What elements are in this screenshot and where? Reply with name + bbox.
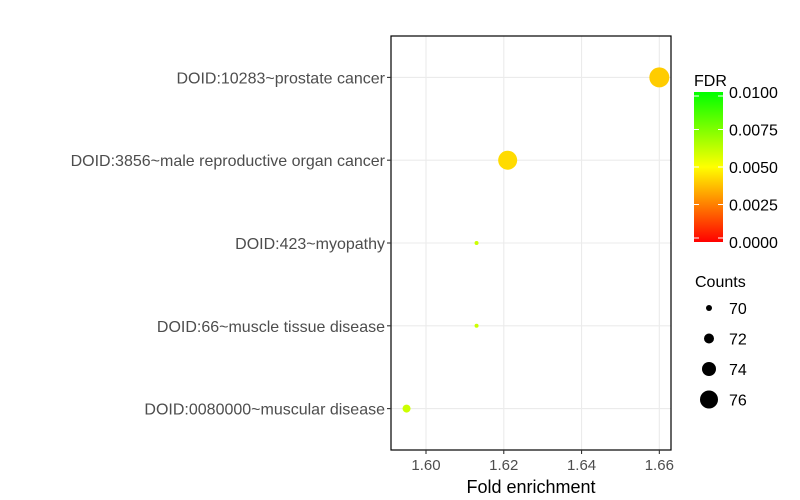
counts-legend-title: Counts bbox=[695, 274, 746, 291]
counts-legend-label: 76 bbox=[729, 393, 747, 410]
fdr-legend-label: 0.0025 bbox=[729, 198, 778, 215]
counts-legend-dot bbox=[700, 390, 718, 409]
counts-legend-label: 74 bbox=[729, 362, 747, 379]
fdr-legend-title: FDR bbox=[694, 73, 727, 90]
counts-legend-label: 72 bbox=[729, 332, 747, 349]
data-point bbox=[649, 67, 670, 88]
fdr-legend-label: 0.0075 bbox=[729, 123, 778, 140]
fdr-legend-label: 0.0000 bbox=[729, 235, 778, 252]
counts-legend-dot bbox=[704, 333, 714, 344]
x-tick-label: 1.64 bbox=[567, 457, 596, 474]
counts-legend-items: 70 72 74 76 bbox=[700, 301, 747, 410]
y-category-label: DOID:3856~male reproductive organ cancer bbox=[71, 153, 386, 170]
x-axis-ticks: 1.60 1.62 1.64 1.66 bbox=[411, 450, 674, 474]
x-tick-label: 1.62 bbox=[489, 457, 518, 474]
data-point bbox=[474, 241, 479, 245]
y-category-label: DOID:10283~prostate cancer bbox=[176, 70, 385, 87]
x-axis-title: Fold enrichment bbox=[466, 477, 595, 497]
counts-legend-dot bbox=[706, 305, 712, 311]
x-tick-label: 1.66 bbox=[645, 457, 674, 474]
fdr-legend-label: 0.0050 bbox=[729, 160, 778, 177]
counts-legend-label: 70 bbox=[729, 301, 747, 318]
grid-lines bbox=[391, 36, 671, 450]
data-point bbox=[498, 150, 518, 170]
y-category-label: DOID:66~muscle tissue disease bbox=[157, 319, 385, 336]
data-point bbox=[402, 404, 411, 413]
data-points bbox=[402, 67, 670, 413]
y-axis-labels: DOID:10283~prostate cancer DOID:3856~male… bbox=[71, 70, 391, 419]
y-category-label: DOID:0080000~muscular disease bbox=[144, 402, 385, 419]
counts-legend-dot bbox=[702, 362, 716, 376]
y-category-label: DOID:423~myopathy bbox=[235, 236, 385, 253]
fdr-legend-label: 0.0100 bbox=[729, 85, 778, 102]
x-tick-label: 1.60 bbox=[411, 457, 440, 474]
data-point bbox=[474, 323, 479, 328]
fdr-legend-ticks: 0.0100 0.0075 0.0050 0.0025 0.0000 bbox=[694, 85, 778, 252]
